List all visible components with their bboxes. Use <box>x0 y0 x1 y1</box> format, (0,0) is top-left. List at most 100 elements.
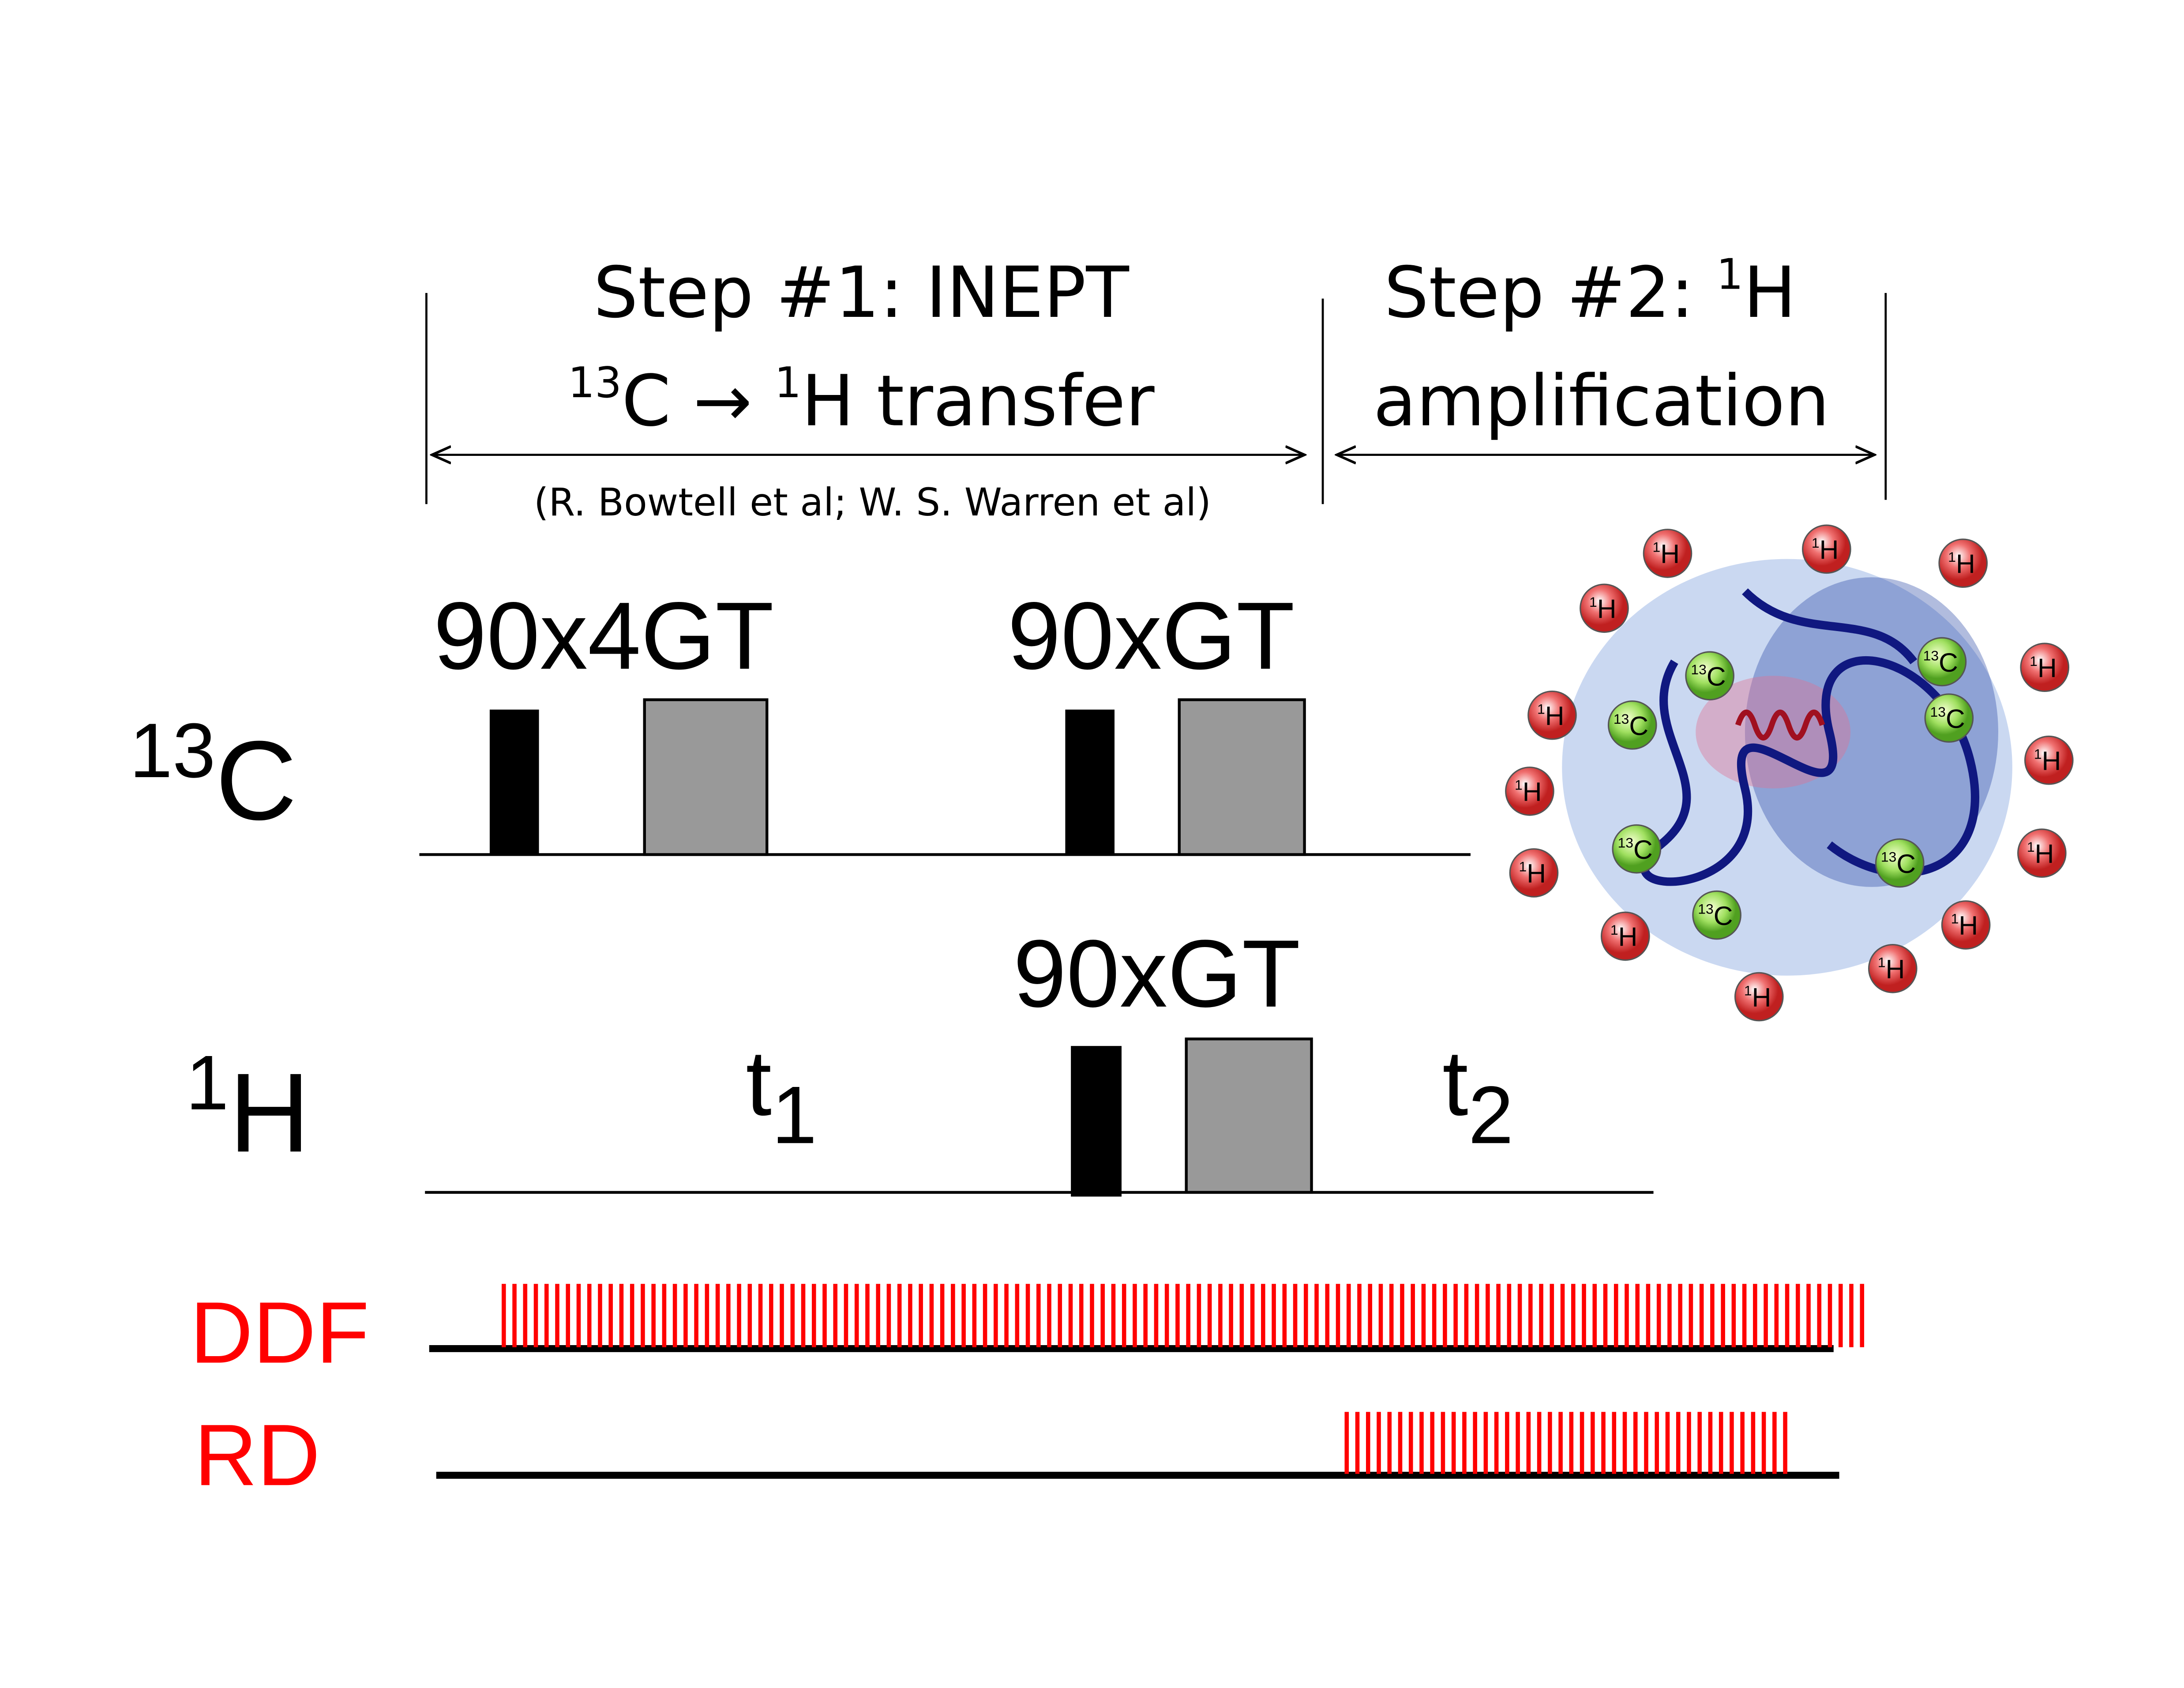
carbon: 13C <box>1692 890 1741 940</box>
atom-symbol: H <box>1527 858 1546 888</box>
atom-sup: 1 <box>1878 955 1886 970</box>
step2-title: Step #2: 1H <box>1384 249 1796 334</box>
atom-symbol: H <box>1618 922 1638 952</box>
atom-label: 1H <box>1653 539 1680 569</box>
atom-label: 1H <box>1515 777 1542 807</box>
hard-pulse <box>1065 709 1115 855</box>
atom-symbol: H <box>2035 839 2054 869</box>
atom-label: 1H <box>1951 910 1978 940</box>
proton: 1H <box>2017 828 2067 878</box>
step1-title: Step #1: INEPT <box>593 252 1130 334</box>
atom-sup: 1 <box>1948 549 1956 565</box>
atom <box>1580 583 1629 633</box>
proton: 1H <box>1941 900 1991 950</box>
proton: 1H <box>1527 690 1577 740</box>
atom-symbol: H <box>2042 746 2061 776</box>
atom-label: 13C <box>1618 835 1653 865</box>
atom-symbol: C <box>1629 711 1648 741</box>
atom-symbol: H <box>1660 539 1680 569</box>
atom <box>1505 767 1554 816</box>
atom <box>1875 838 1925 888</box>
carbon: 13C <box>1924 693 1974 743</box>
atom-sup: 13 <box>1691 662 1706 677</box>
step-dividers <box>425 293 1887 504</box>
proton: 1H <box>1938 538 1988 588</box>
atom-symbol: H <box>1820 535 1839 565</box>
atom-sup: 1 <box>1610 922 1618 938</box>
gradient-pulse <box>643 698 769 856</box>
proton: 1H <box>2020 643 2070 692</box>
atom-symbol: H <box>1597 594 1617 624</box>
atom-sup: 1 <box>1951 911 1959 927</box>
atom-label: 13C <box>1930 703 1965 733</box>
proton: 1H <box>1505 767 1554 816</box>
atom-label: 1H <box>1519 858 1546 888</box>
atom-symbol: H <box>2038 653 2057 683</box>
atom-symbol: H <box>1752 982 1771 1012</box>
step2-subtitle: amplification <box>1373 360 1829 442</box>
proton: 1H <box>1868 944 1918 993</box>
atom-symbol: H <box>1545 701 1565 731</box>
atom <box>1938 538 1988 588</box>
atom-sup: 13 <box>1923 647 1939 663</box>
atom-symbol: C <box>1633 835 1653 865</box>
atom-sup: 1 <box>2030 653 2038 669</box>
atom-sup: 13 <box>1930 704 1946 720</box>
atom-label: 1H <box>1878 954 1905 984</box>
atom-label: 1H <box>1610 922 1637 952</box>
stripes <box>502 1284 1865 1474</box>
atom-sup: 1 <box>1519 859 1527 875</box>
hard-pulse <box>489 709 539 855</box>
proton: 1H <box>2024 735 2074 785</box>
atom-sup: 13 <box>1881 849 1896 865</box>
hard-pulse <box>1071 1046 1122 1197</box>
proton: 1H <box>1734 972 1784 1022</box>
atom-label: 13C <box>1691 662 1726 692</box>
atom-symbol: C <box>1946 703 1965 733</box>
channel-label: 1H <box>186 1040 310 1176</box>
atom-sup: 1 <box>1812 535 1820 551</box>
atom-sup: 1 <box>1589 594 1597 610</box>
pulse-label: 90x4GT <box>433 582 773 689</box>
atom <box>1868 944 1918 993</box>
pulse-label: 90xGT <box>1013 920 1300 1027</box>
pulse-label: 90xGT <box>1008 582 1295 689</box>
atom-label: 1H <box>1948 549 1975 579</box>
atom <box>1917 637 1967 687</box>
atom-label: 1H <box>2030 653 2056 683</box>
atom-symbol: H <box>1959 910 1978 940</box>
carbon: 13C <box>1875 838 1925 888</box>
atom-label: 1H <box>1744 982 1771 1012</box>
atom-symbol: H <box>1956 549 1975 579</box>
proton: 1H <box>1600 911 1650 961</box>
atom-label: 13C <box>1881 849 1916 879</box>
atom-label: 13C <box>1923 647 1958 677</box>
atom-label: 1H <box>1589 594 1616 624</box>
proton: 1H <box>1643 529 1692 578</box>
atom-label: 1H <box>1537 701 1564 731</box>
atom <box>1612 824 1662 874</box>
atom <box>1527 690 1577 740</box>
atom-symbol: C <box>1939 647 1958 677</box>
atom-sup: 13 <box>1614 711 1629 727</box>
atom <box>1685 651 1734 701</box>
atom <box>1643 529 1692 578</box>
atom-symbol: H <box>1886 954 1905 984</box>
delay-label: t1 <box>746 1030 817 1161</box>
delay-label: t2 <box>1442 1030 1513 1161</box>
carbon: 13C <box>1917 637 1967 687</box>
atom <box>2017 828 2067 878</box>
atom-symbol: H <box>1523 777 1542 807</box>
step1-subtitle: 13C → 1H transfer <box>568 358 1155 442</box>
atom-sup: 13 <box>1618 835 1633 850</box>
atom-sup: 1 <box>2027 839 2035 855</box>
atom-sup: 1 <box>1744 982 1752 998</box>
channel-label: 13C <box>129 707 296 844</box>
atom <box>2020 643 2070 692</box>
gradient-pulse <box>1185 1038 1313 1194</box>
track-label: DDF <box>190 1284 369 1381</box>
proton: 1H <box>1509 848 1559 898</box>
atom <box>1600 911 1650 961</box>
atom <box>1734 972 1784 1022</box>
